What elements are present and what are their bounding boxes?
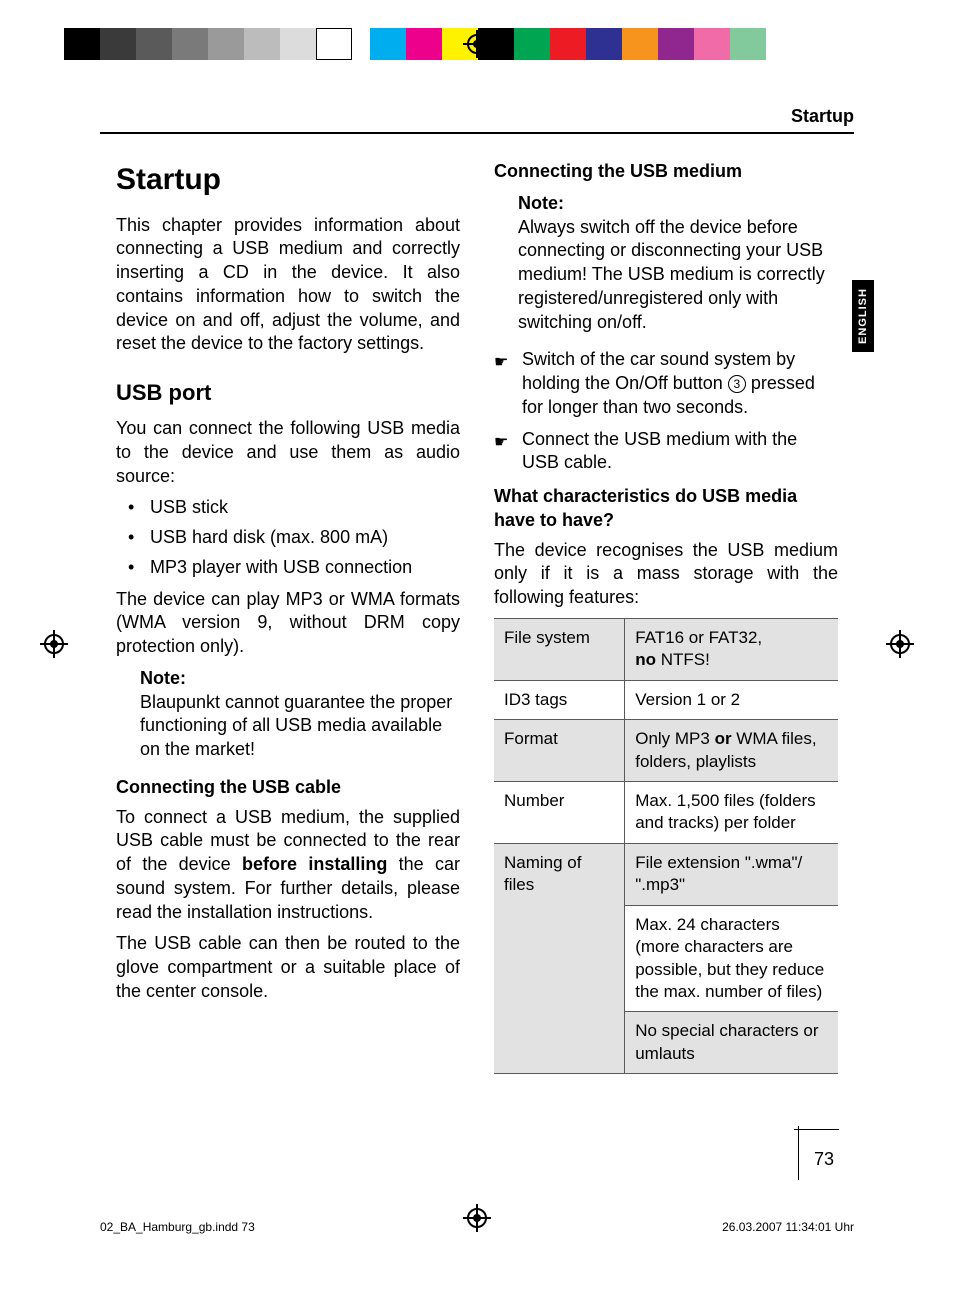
- hand-pointer-icon: ☛: [494, 432, 508, 453]
- page-title: Startup: [116, 160, 460, 200]
- characteristics-intro: The device recognises the USB medium onl…: [494, 539, 838, 610]
- table-cell-key: Number: [494, 781, 625, 843]
- usb-media-list: USB stick USB hard disk (max. 800 mA) MP…: [128, 496, 460, 579]
- printer-colorbar-right: [370, 28, 802, 60]
- text: Connect the USB medium with the USB cabl…: [522, 429, 797, 473]
- characteristics-heading: What characteristics do USB media have t…: [494, 485, 838, 533]
- hand-pointer-icon: ☛: [494, 352, 508, 373]
- table-cell-key: Format: [494, 720, 625, 782]
- note-label: Note:: [140, 667, 460, 691]
- table-row: Number Max. 1,500 files (folders and tra…: [494, 781, 838, 843]
- text: FAT16 or FAT32,: [635, 628, 762, 647]
- list-item: USB stick: [128, 496, 460, 520]
- text-bold: or: [715, 729, 732, 748]
- page-number-rule: [794, 1129, 839, 1130]
- running-header: Startup: [791, 106, 854, 127]
- intro-paragraph: This chapter provides information about …: [116, 214, 460, 357]
- note-block: Note: Blaupunkt cannot guarantee the pro…: [140, 667, 460, 762]
- registration-mark-icon: [886, 630, 914, 658]
- table-cell-value: No special characters or umlauts: [625, 1012, 838, 1074]
- list-item: USB hard disk (max. 800 mA): [128, 526, 460, 550]
- usb-spec-table: File system FAT16 or FAT32, no NTFS! ID3…: [494, 618, 838, 1075]
- footer-timestamp: 26.03.2007 11:34:01 Uhr: [722, 1220, 854, 1234]
- connecting-cable-heading: Connecting the USB cable: [116, 776, 460, 800]
- button-reference-badge: 3: [728, 375, 746, 393]
- instruction-item: ☛ Connect the USB medium with the USB ca…: [494, 428, 838, 476]
- instruction-item: ☛ Switch of the car sound system by hold…: [494, 348, 838, 419]
- footer-filename: 02_BA_Hamburg_gb.indd 73: [100, 1220, 255, 1234]
- text-bold: no: [635, 650, 656, 669]
- table-cell-value: Version 1 or 2: [625, 680, 838, 719]
- print-footer: 02_BA_Hamburg_gb.indd 73 26.03.2007 11:3…: [100, 1220, 854, 1234]
- table-cell-value: Max. 24 characters (more characters are …: [625, 905, 838, 1012]
- registration-mark-icon: [40, 630, 68, 658]
- usb-port-heading: USB port: [116, 378, 460, 407]
- formats-paragraph: The device can play MP3 or WMA formats (…: [116, 588, 460, 659]
- note-body: Always switch off the device before conn…: [518, 216, 838, 335]
- registration-mark-icon: [463, 30, 491, 58]
- table-cell-value: FAT16 or FAT32, no NTFS!: [625, 618, 838, 680]
- note-label: Note:: [518, 192, 838, 216]
- table-row: Format Only MP3 or WMA files, folders, p…: [494, 720, 838, 782]
- list-item: MP3 player with USB connection: [128, 556, 460, 580]
- table-cell-value: Max. 1,500 files (folders and tracks) pe…: [625, 781, 838, 843]
- text: NTFS!: [656, 650, 710, 669]
- note-block: Note: Always switch off the device befor…: [518, 192, 838, 335]
- header-rule: [100, 132, 854, 134]
- table-row: ID3 tags Version 1 or 2: [494, 680, 838, 719]
- page-number-rule: [798, 1126, 799, 1180]
- connecting-medium-heading: Connecting the USB medium: [494, 160, 838, 184]
- table-cell-value: Only MP3 or WMA files, folders, playlist…: [625, 720, 838, 782]
- instruction-list: ☛ Switch of the car sound system by hold…: [494, 348, 838, 475]
- table-row: File system FAT16 or FAT32, no NTFS!: [494, 618, 838, 680]
- cable-routing-paragraph: The USB cable can then be routed to the …: [116, 932, 460, 1003]
- usb-port-intro: You can connect the following USB media …: [116, 417, 460, 488]
- connecting-cable-paragraph: To connect a USB medium, the supplied US…: [116, 806, 460, 925]
- right-column: Connecting the USB medium Note: Always s…: [494, 160, 838, 1110]
- table-cell-key: Naming of files: [494, 843, 625, 1074]
- table-row: Naming of files File extension ".wma"/ "…: [494, 843, 838, 905]
- table-cell-key: File system: [494, 618, 625, 680]
- left-column: Startup This chapter provides informatio…: [116, 160, 460, 1110]
- note-body: Blaupunkt cannot guarantee the proper fu…: [140, 691, 460, 762]
- printer-colorbar-left: [64, 28, 352, 60]
- language-tab-label: ENGLISH: [857, 288, 869, 344]
- text: Only MP3: [635, 729, 714, 748]
- page-number: 73: [814, 1149, 834, 1170]
- language-tab: ENGLISH: [852, 280, 874, 352]
- table-cell-value: File extension ".wma"/ ".mp3": [625, 843, 838, 905]
- table-cell-key: ID3 tags: [494, 680, 625, 719]
- text-bold: before installing: [242, 854, 387, 874]
